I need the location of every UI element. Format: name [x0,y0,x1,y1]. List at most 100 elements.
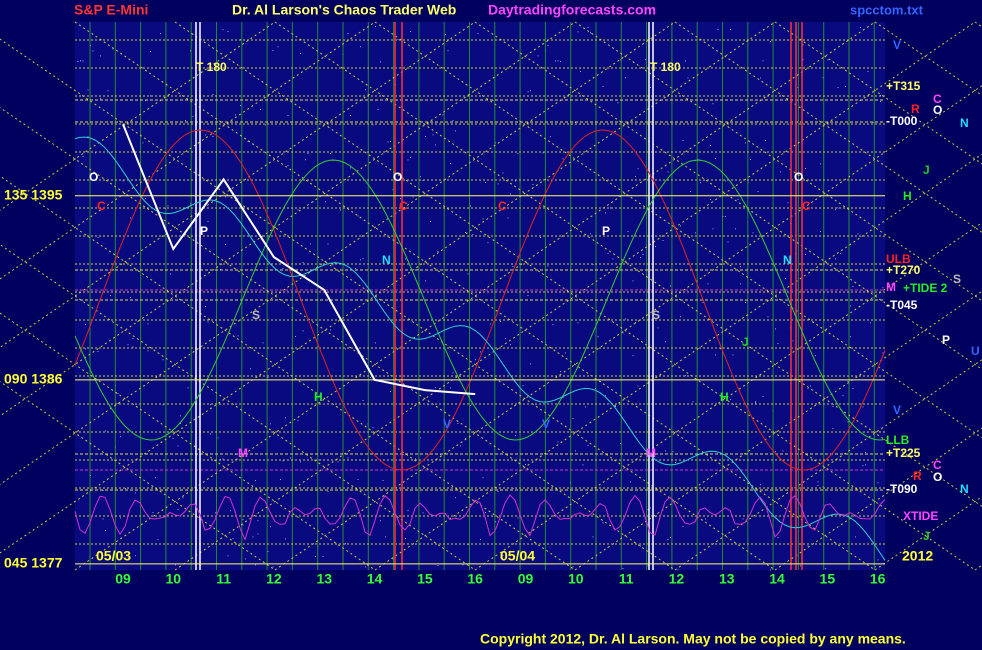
star [100,55,101,57]
star [620,59,621,61]
star [130,297,131,298]
star [665,341,666,343]
star [440,454,441,456]
star [867,71,869,72]
diagonal [774,21,982,165]
star [240,105,241,106]
star [490,323,491,325]
star [827,59,829,61]
star [587,445,589,446]
star [127,344,129,346]
star [267,551,269,552]
star [362,400,364,401]
star [355,268,356,269]
star [730,29,731,30]
star [805,254,806,255]
star [405,258,406,260]
x-tick-label: 10 [568,571,584,587]
star [607,547,609,548]
annotation: XTIDE [903,509,938,523]
star [465,438,466,439]
star [465,232,466,233]
star [527,295,529,296]
star [685,60,686,62]
star [242,519,244,521]
star [845,86,846,87]
star [390,391,391,392]
star [500,557,501,559]
star [547,265,549,267]
star [107,90,109,92]
star [300,461,301,463]
star [725,216,726,217]
star [95,152,96,154]
star [865,464,866,466]
star [347,33,349,34]
star [507,217,509,219]
star [687,77,689,79]
star [635,176,636,177]
annotation: J [742,335,749,349]
annotation: C [802,199,811,213]
star [110,295,111,296]
star [460,445,461,447]
star [297,420,299,422]
star [820,163,821,165]
diagonal [174,21,976,571]
star [680,225,681,227]
star [412,196,414,198]
annotation: V [893,403,901,417]
star [475,359,476,361]
star [777,343,779,344]
annotation: +TIDE 2 [903,281,948,295]
star [125,488,126,489]
decoration [0,21,982,571]
star [425,280,426,282]
annotation: R [911,102,920,116]
star [835,209,836,211]
star [77,61,79,62]
star [307,153,309,154]
site-name: Daytradingforecasts.com [488,2,656,18]
star [635,322,636,323]
star [177,509,179,510]
x-tick-label: 13 [719,571,735,587]
star [287,165,289,166]
star [560,371,561,372]
star [197,291,199,293]
star [740,283,741,285]
star [765,140,766,141]
star [542,152,544,154]
star [807,388,809,390]
star [205,134,206,136]
star [450,163,451,164]
star [415,458,416,460]
star [512,266,514,267]
star [365,566,366,568]
star [632,280,634,282]
star [270,526,271,528]
star [557,60,559,62]
star [592,536,594,538]
star [745,142,746,144]
annotation: O [794,170,803,184]
star [695,232,696,234]
star [562,158,564,160]
star [547,45,549,46]
star [245,558,246,560]
star [495,142,496,144]
star [295,336,296,337]
star [312,430,314,432]
star [862,465,864,467]
star [770,569,771,571]
star [667,539,669,540]
y-tick-label: 090 1386 [4,371,63,387]
annotation: O [89,170,98,184]
annotation: J [923,529,930,543]
star [615,406,616,407]
star [287,115,289,116]
star [760,484,761,486]
star [420,176,421,178]
annotation: P [942,333,950,347]
star [385,536,386,538]
